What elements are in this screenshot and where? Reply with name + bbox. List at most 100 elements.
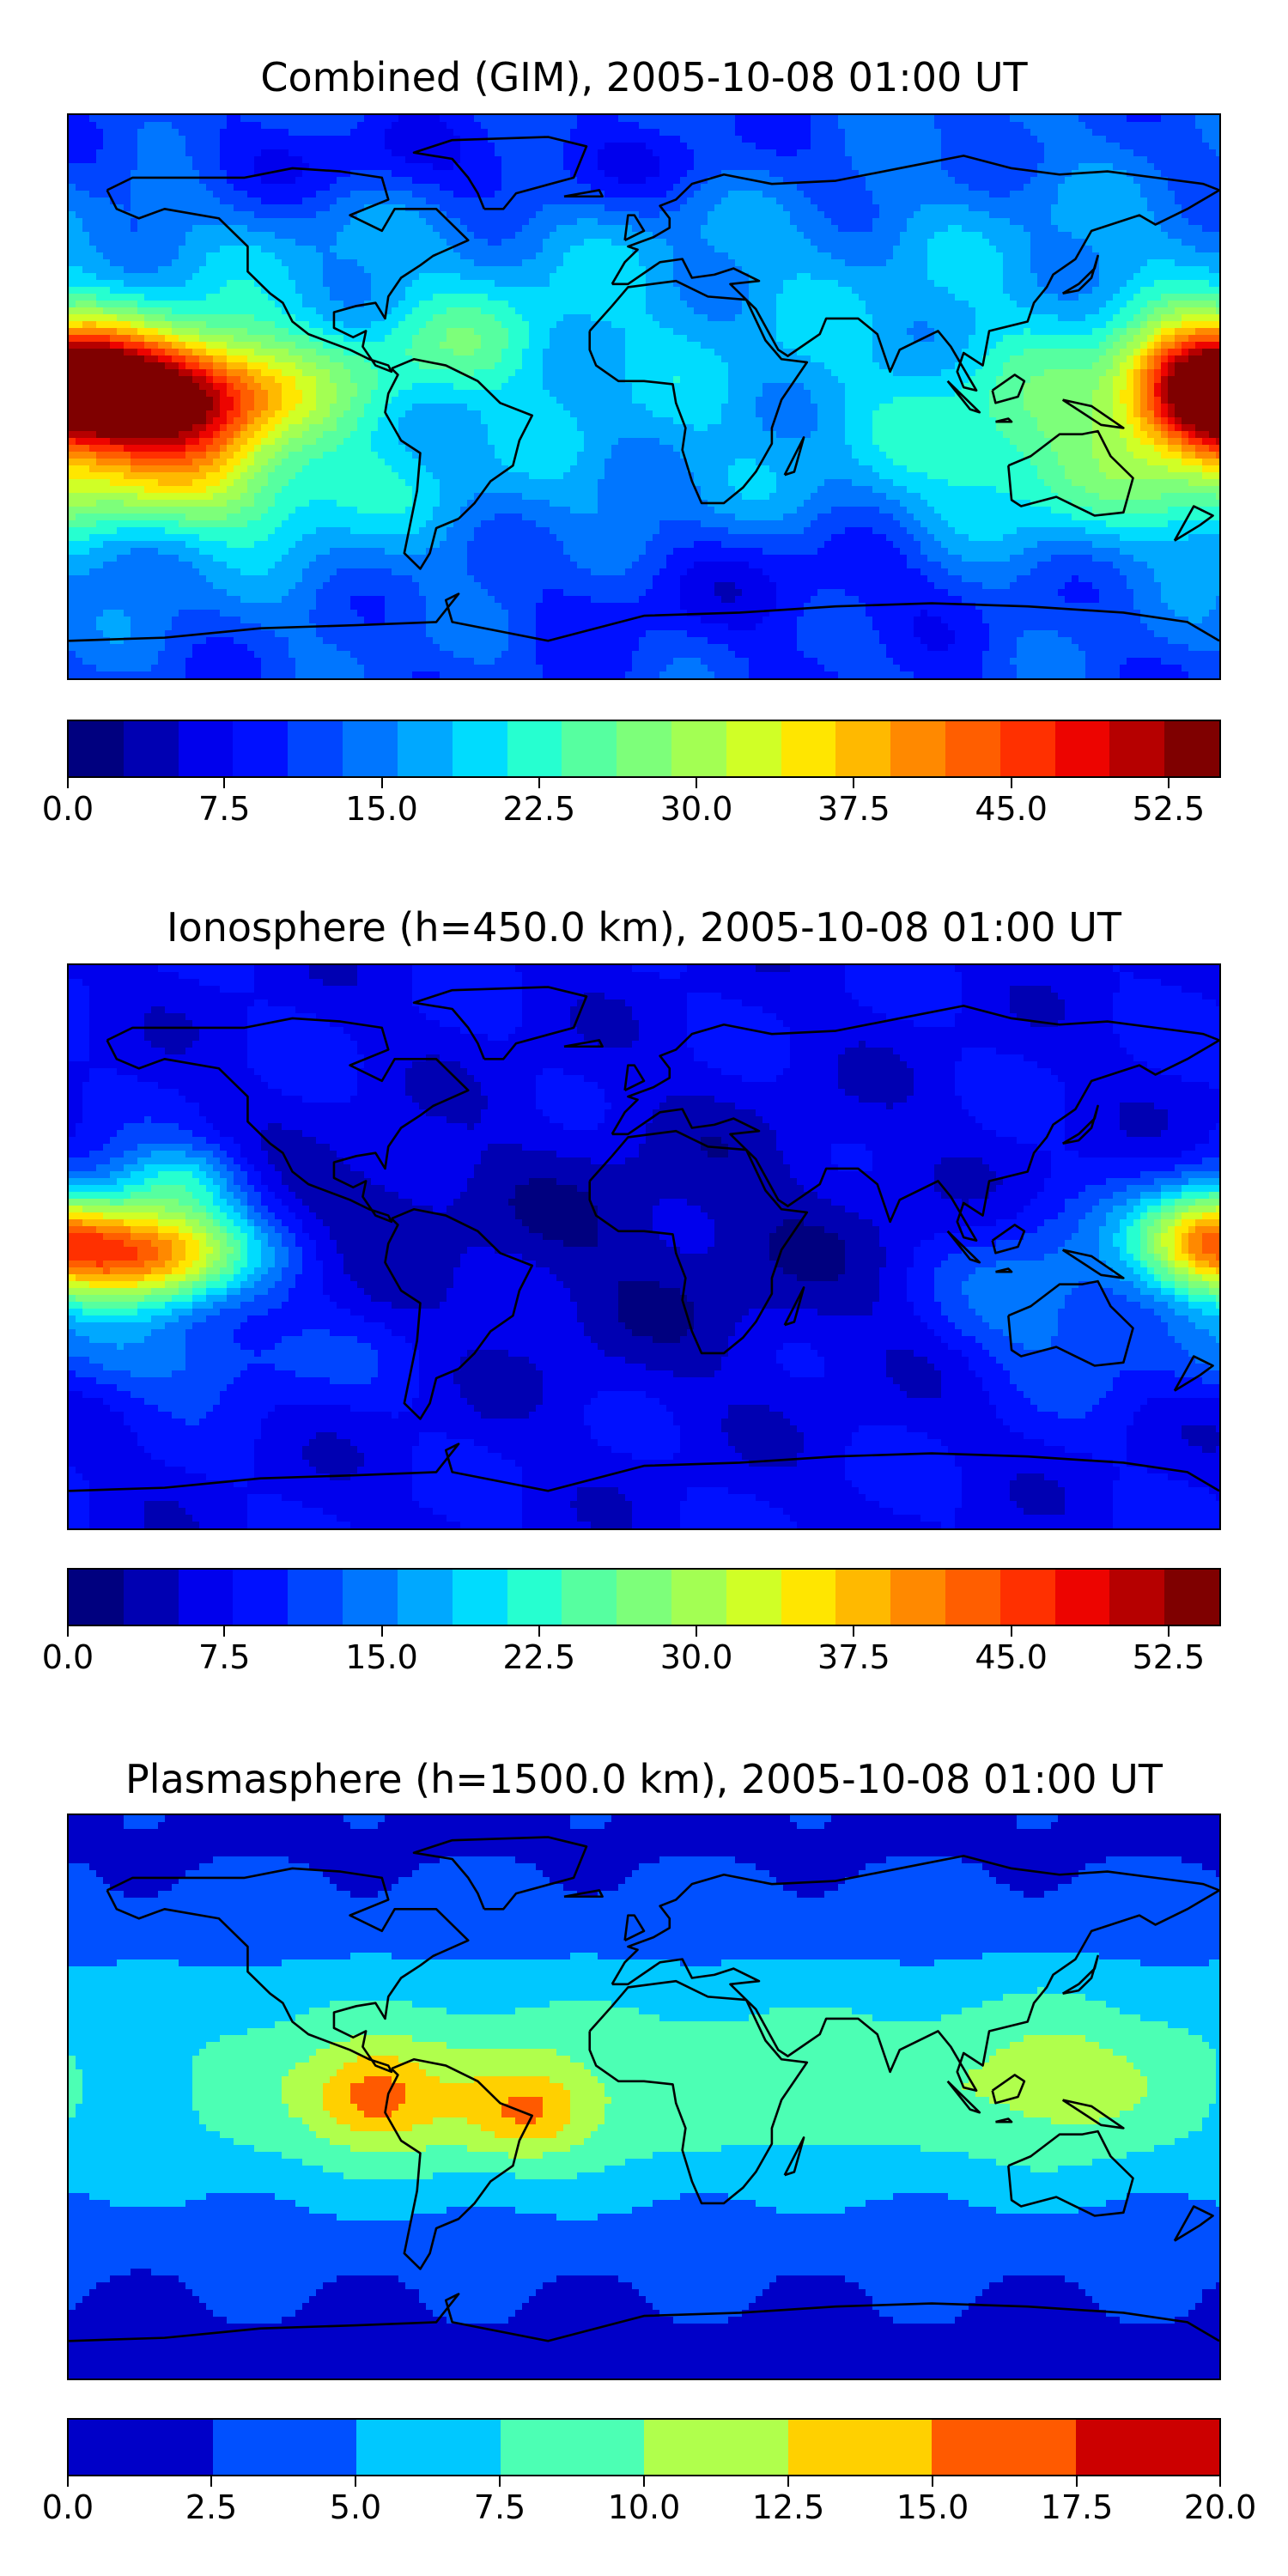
heatmap-cell	[955, 294, 963, 301]
heatmap-cell	[1017, 232, 1024, 240]
heatmap-cell	[776, 259, 784, 267]
heatmap-cell	[350, 184, 358, 191]
heatmap-cell	[508, 301, 516, 308]
heatmap-cell	[955, 252, 963, 260]
heatmap-cell	[742, 246, 750, 253]
heatmap-cell	[495, 177, 502, 185]
heatmap-cell	[1044, 163, 1052, 171]
heatmap-cell	[426, 232, 434, 240]
heatmap-cell	[577, 294, 585, 301]
heatmap-cell	[158, 218, 166, 226]
heatmap-cell	[179, 266, 186, 274]
heatmap-cell	[378, 301, 386, 308]
heatmap-cell	[969, 122, 976, 130]
heatmap-cell	[721, 246, 729, 253]
heatmap-cell	[907, 204, 914, 212]
heatmap-cell	[563, 204, 571, 212]
heatmap-cell	[213, 129, 221, 137]
heatmap-cell	[1202, 239, 1210, 246]
heatmap-cell	[151, 115, 159, 123]
heatmap-cell	[852, 204, 860, 212]
heatmap-cell	[1065, 273, 1072, 281]
heatmap-cell	[96, 177, 104, 185]
heatmap-cell	[797, 197, 805, 205]
world-map-panel	[67, 113, 1221, 680]
heatmap-cell	[1175, 149, 1182, 157]
heatmap-cell	[811, 239, 818, 246]
heatmap-cell	[749, 246, 756, 253]
heatmap-cell	[501, 211, 509, 219]
heatmap-cell	[337, 266, 344, 274]
heatmap-cell	[82, 232, 90, 240]
heatmap-cell	[879, 149, 887, 157]
heatmap-cell	[172, 211, 179, 219]
heatmap-cell	[144, 259, 152, 267]
heatmap-cell	[673, 287, 681, 295]
heatmap-cell	[996, 177, 1004, 185]
heatmap-cell	[570, 259, 578, 267]
heatmap-cell	[412, 143, 420, 150]
heatmap-cell	[914, 211, 921, 219]
heatmap-cell	[975, 307, 983, 315]
heatmap-cell	[989, 129, 997, 137]
heatmap-cell	[412, 314, 420, 322]
heatmap-cell	[886, 197, 894, 205]
heatmap-cell	[955, 177, 963, 185]
heatmap-cell	[879, 314, 887, 322]
heatmap-cell	[151, 204, 159, 212]
heatmap-cell	[955, 273, 963, 281]
heatmap-cell	[1216, 273, 1219, 281]
heatmap-cell	[756, 287, 763, 295]
heatmap-cell	[584, 191, 592, 198]
heatmap-cell	[1017, 204, 1024, 212]
heatmap-cell	[584, 307, 592, 315]
heatmap-cell	[371, 204, 379, 212]
heatmap-cell	[1099, 232, 1107, 240]
heatmap-cell	[714, 307, 722, 315]
heatmap-cell	[1127, 143, 1134, 150]
heatmap-cell	[866, 232, 873, 240]
heatmap-cell	[247, 136, 255, 143]
heatmap-cell	[804, 225, 811, 233]
heatmap-cell	[1140, 301, 1148, 308]
heatmap-cell	[872, 149, 880, 157]
heatmap-cell	[790, 301, 798, 308]
heatmap-cell	[247, 156, 255, 164]
heatmap-cell	[364, 115, 372, 123]
heatmap-cell	[337, 301, 344, 308]
heatmap-cell	[756, 273, 763, 281]
heatmap-cell	[220, 294, 228, 301]
heatmap-cell	[275, 259, 283, 267]
heatmap-cell	[82, 246, 90, 253]
heatmap-cell	[453, 122, 461, 130]
heatmap-cell	[501, 287, 509, 295]
heatmap-cell	[1010, 149, 1018, 157]
heatmap-cell	[866, 287, 873, 295]
heatmap-cell	[185, 252, 193, 260]
heatmap-cell	[996, 232, 1004, 240]
heatmap-cell	[639, 136, 647, 143]
heatmap-cell	[1140, 252, 1148, 260]
heatmap-cell	[405, 314, 413, 322]
heatmap-cell	[1030, 177, 1038, 185]
heatmap-cell	[680, 246, 688, 253]
heatmap-cell	[550, 191, 557, 198]
heatmap-cell	[893, 232, 901, 240]
heatmap-cell	[653, 239, 660, 246]
heatmap-cell	[838, 266, 846, 274]
heatmap-cell	[89, 136, 97, 143]
heatmap-cell	[137, 115, 145, 123]
heatmap-cell	[817, 211, 825, 219]
heatmap-cell	[1099, 211, 1107, 219]
heatmap-cell	[920, 136, 928, 143]
heatmap-cell	[1024, 115, 1031, 123]
heatmap-cell	[419, 232, 427, 240]
heatmap-cell	[735, 259, 743, 267]
heatmap-cell	[969, 280, 976, 288]
heatmap-cell	[584, 252, 592, 260]
heatmap-cell	[975, 239, 983, 246]
heatmap-cell	[1133, 177, 1141, 185]
heatmap-cell	[433, 191, 440, 198]
heatmap-cell	[653, 301, 660, 308]
heatmap-cell	[1154, 232, 1162, 240]
